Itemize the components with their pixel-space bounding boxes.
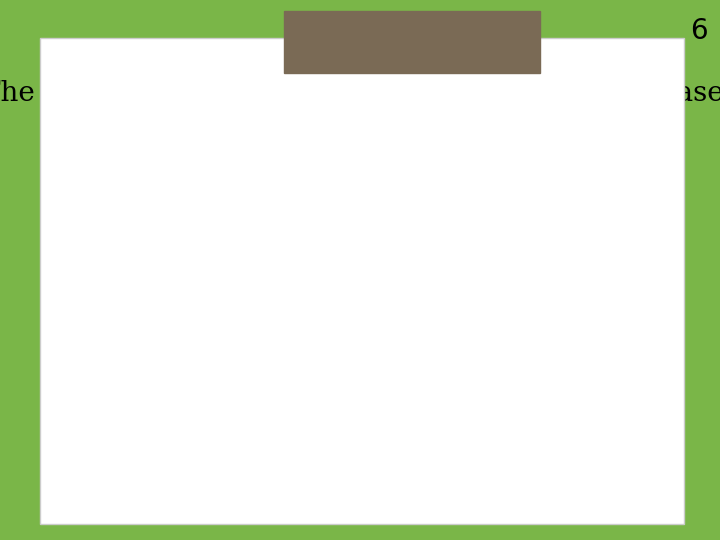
Text: 4: 4 <box>154 195 165 213</box>
Polygon shape <box>413 264 573 306</box>
Text: Nucleotides: Nucleotides <box>14 17 153 37</box>
Text: deoxyribose: deoxyribose <box>221 410 348 429</box>
Text: 6: 6 <box>690 17 708 45</box>
Polygon shape <box>207 228 363 376</box>
Text: adenine: adenine <box>459 275 543 294</box>
Text: The deoxyribose,  the phosphate and one of the bases: The deoxyribose, the phosphate and one o… <box>0 80 720 107</box>
Text: PO: PO <box>100 180 137 202</box>
Text: Combine to form a nucleotide: Combine to form a nucleotide <box>121 140 499 163</box>
